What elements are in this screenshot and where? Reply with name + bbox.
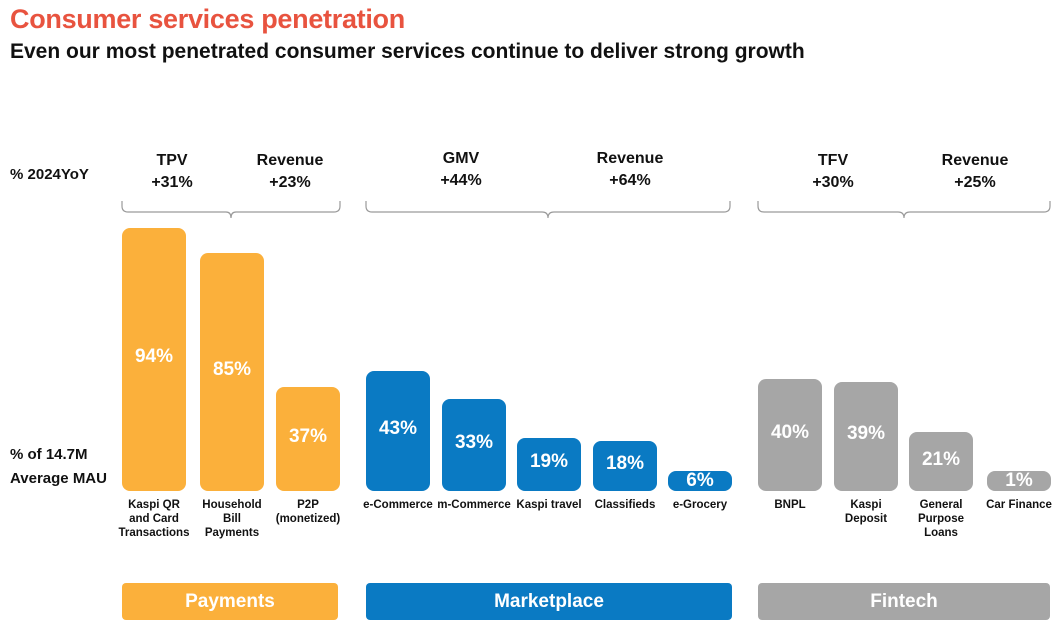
metric-name: Revenue <box>596 150 664 167</box>
metric-name: TFV <box>817 152 849 169</box>
category-label-line: Payments <box>204 527 260 539</box>
metric-payments-revenue: Revenue +23% <box>257 150 324 194</box>
bar-classifieds <box>593 440 657 491</box>
metric-gmv: GMV +44% <box>440 148 481 192</box>
metric-fintech-revenue: Revenue +25% <box>942 150 1009 194</box>
bar-value-label: 37% <box>288 426 328 448</box>
category-label-line: Car Finance <box>986 499 1052 511</box>
category-label: Classifieds <box>577 498 673 512</box>
group-payments: Payments <box>122 583 338 620</box>
bar-value-label: 18% <box>605 452 645 474</box>
category-label: P2P (monetized) <box>260 498 356 526</box>
category-label: Kaspi Deposit <box>818 498 914 526</box>
category-label-line: Kaspi <box>850 499 882 511</box>
category-label-line: P2P <box>297 499 319 511</box>
mau-label-line1: % of 14.7M <box>10 446 88 463</box>
mau-label-line2: Average MAU <box>10 470 107 487</box>
category-label: Kaspi travel <box>501 498 597 512</box>
category-label: Household Bill Payments <box>184 498 280 540</box>
brace-payments <box>121 201 341 219</box>
bar-value-label: 1% <box>1005 470 1033 491</box>
bar-general-purpose-loans <box>909 432 973 491</box>
category-label-line: Purpose <box>917 513 964 525</box>
metric-name: TPV <box>156 152 188 169</box>
category-label: Car Finance <box>971 498 1061 512</box>
bar-value-label: 21% <box>921 448 961 470</box>
metric-value: +25% <box>954 174 996 191</box>
category-label-line: Household <box>202 499 262 511</box>
bar-bnpl <box>758 379 822 491</box>
metric-value: +64% <box>609 172 651 189</box>
yoy-label: % 2024YoY <box>10 166 89 183</box>
category-label-line: and Card <box>129 513 179 525</box>
bar-kaspi-qr-and-card-transactions <box>122 227 186 491</box>
category-label-line: e-Grocery <box>672 499 728 511</box>
metric-value: +44% <box>440 172 482 189</box>
bar-value-label: 43% <box>378 417 418 439</box>
group-fintech: Fintech <box>758 583 1050 620</box>
category-label: e-Commerce <box>350 498 446 512</box>
page-subtitle: Even our most penetrated consumer servic… <box>10 40 805 63</box>
category-label-line: Bill <box>223 513 241 525</box>
bar-e-commerce <box>366 370 430 491</box>
bar-value-label: 85% <box>212 359 252 380</box>
metric-name: GMV <box>442 150 480 167</box>
category-label-line: Loans <box>924 527 958 539</box>
category-label-line: Kaspi QR <box>128 499 180 511</box>
category-label-line: BNPL <box>774 499 806 511</box>
metric-tfv: TFV +30% <box>812 150 853 194</box>
bar-car-finance <box>987 471 1051 491</box>
bar-value-label: 94% <box>134 346 174 368</box>
metric-value: +23% <box>269 174 311 191</box>
bar-value-label: 19% <box>529 451 569 473</box>
category-label-line: Transactions <box>118 527 190 539</box>
bar-value-label: 6% <box>686 470 714 491</box>
category-label: BNPL <box>742 498 838 512</box>
category-label: m-Commerce <box>426 498 522 512</box>
bar-household-bill-payments <box>200 253 264 491</box>
metric-tpv: TPV +31% <box>151 150 192 194</box>
bar-value-label: 39% <box>846 423 886 445</box>
category-label: e-Grocery <box>652 498 748 512</box>
metric-value: +30% <box>812 174 854 191</box>
group-marketplace: Marketplace <box>366 583 732 620</box>
brace-marketplace <box>365 201 731 219</box>
bar-p2p-monetized <box>276 387 340 491</box>
category-label-line: m-Commerce <box>437 499 511 511</box>
brace-fintech <box>757 201 1051 219</box>
metric-name: Revenue <box>941 152 1009 169</box>
category-label: Kaspi QR and Card Transactions <box>106 498 202 540</box>
bar-value-label: 40% <box>770 422 810 443</box>
bar-kaspi-deposit <box>834 381 898 491</box>
page-title: Consumer services penetration <box>10 4 405 34</box>
category-label-line: (monetized) <box>275 513 341 525</box>
bar-kaspi-travel <box>517 437 581 491</box>
category-label-line: Classifieds <box>594 499 656 511</box>
metric-value: +31% <box>151 174 193 191</box>
metric-marketplace-revenue: Revenue +64% <box>597 148 664 192</box>
bar-value-label: 33% <box>454 431 494 453</box>
category-label-line: Deposit <box>844 513 888 525</box>
category-label: General Purpose Loans <box>893 498 989 540</box>
category-label-line: General <box>919 499 963 511</box>
category-label-line: e-Commerce <box>363 499 433 511</box>
category-label-line: Kaspi travel <box>516 499 582 511</box>
bar-e-grocery <box>668 471 732 491</box>
metric-name: Revenue <box>256 152 324 169</box>
bar-m-commerce <box>442 398 506 491</box>
